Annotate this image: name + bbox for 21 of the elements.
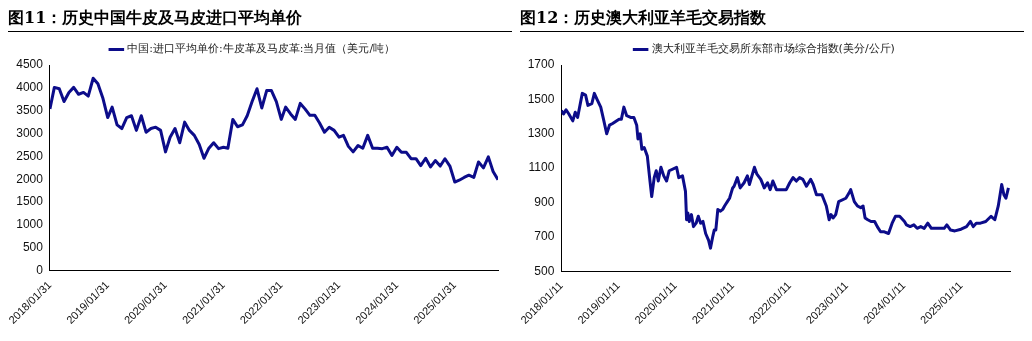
y-tick-label: 4000	[16, 80, 44, 95]
y-tick-label: 1500	[527, 91, 555, 106]
y-tick-label: 0	[36, 263, 44, 278]
y-tick-label: 2000	[16, 171, 44, 186]
y-tick-label: 500	[534, 263, 555, 278]
y-tick-label: 1300	[527, 126, 555, 141]
y-tick-label: 700	[534, 229, 555, 244]
legend-label: 中国:进口平均单价:牛皮革及马皮革:当月值（美元/吨）	[127, 42, 396, 56]
y-tick-label: 1100	[528, 160, 555, 175]
y-tick-label: 1700	[527, 57, 555, 72]
chart-title: 图12：历史澳大利亚羊毛交易指数	[520, 8, 1024, 32]
chart-title: 图11：历史中国牛皮及马皮进口平均单价	[8, 8, 512, 32]
y-tick-label: 1000	[16, 217, 44, 232]
legend-label: 澳大利亚羊毛交易所东部市场综合指数(美分/公斤)	[651, 42, 895, 56]
y-tick-label: 900	[534, 194, 555, 209]
y-tick-label: 1500	[16, 194, 44, 209]
y-tick-label: 3500	[16, 103, 44, 118]
y-tick-label: 3000	[16, 125, 44, 140]
y-tick-label: 4500	[16, 57, 44, 72]
y-tick-label: 2500	[16, 148, 44, 163]
y-tick-label: 500	[22, 240, 44, 255]
